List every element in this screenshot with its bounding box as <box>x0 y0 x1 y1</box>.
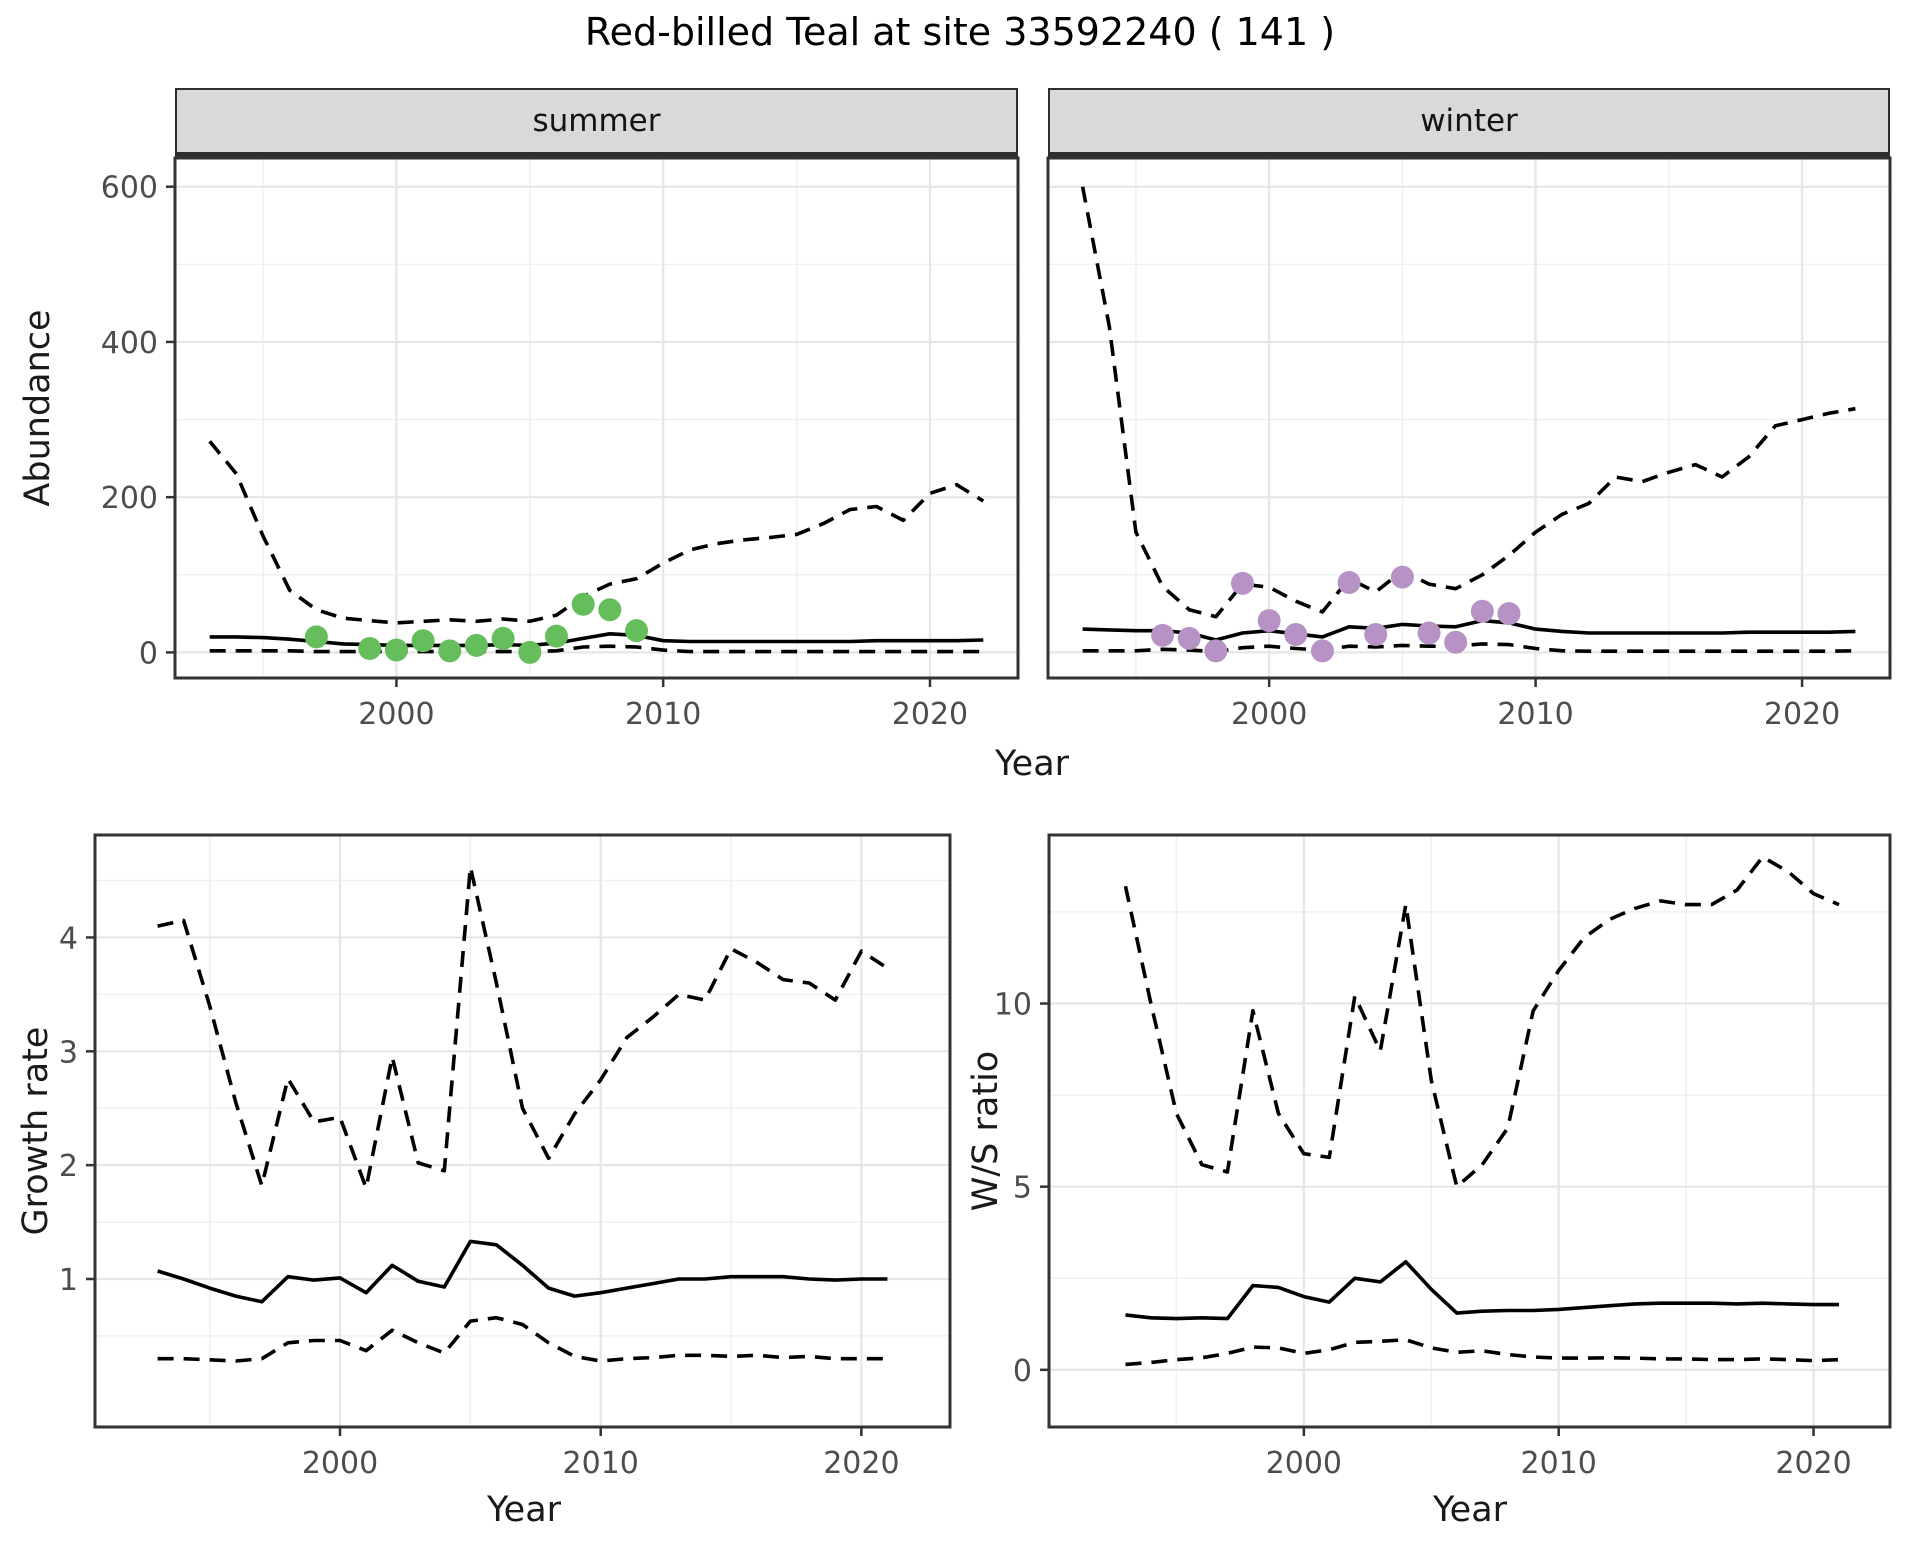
x-tick-label: 2020 <box>892 697 968 732</box>
abundance_summer-data-point <box>304 625 328 649</box>
abundance_summer-data-point <box>438 639 462 663</box>
facet-strip-winter: winter <box>1048 88 1890 158</box>
x-axis-title-year-top: Year <box>994 744 1070 784</box>
figure-title: Red-billed Teal at site 33592240 ( 141 ) <box>584 10 1336 54</box>
y-axis-title-ws-ratio: W/S ratio <box>966 1050 1006 1212</box>
abundance_summer-data-point <box>464 633 488 657</box>
x-tick-label: 2000 <box>358 697 434 732</box>
x-tick-label: 2010 <box>625 697 701 732</box>
panel-border <box>173 156 1020 680</box>
panel-background <box>1048 158 1890 678</box>
x-tick-label: 2010 <box>1497 697 1573 732</box>
x-tick-label: 2020 <box>1764 697 1840 732</box>
y-tick-label: 0 <box>1013 1354 1032 1389</box>
abundance_winter-data-point <box>1444 630 1468 654</box>
abundance_summer-data-point <box>491 626 515 650</box>
y-tick-label: 10 <box>994 988 1032 1023</box>
y-tick-label: 4 <box>59 921 78 956</box>
abundance_winter-data-point <box>1470 599 1494 623</box>
x-tick-label: 2000 <box>1266 1446 1342 1481</box>
x-tick-label: 2000 <box>302 1446 378 1481</box>
abundance_summer-data-point <box>358 637 382 661</box>
abundance_winter-data-point <box>1231 571 1255 595</box>
abundance_summer-data-point <box>544 624 568 648</box>
abundance-winter-panel: 2000 2010 2020 <box>1046 156 1892 732</box>
abundance_winter-data-point <box>1364 623 1388 647</box>
facet-strip-summer-label: summer <box>532 103 661 139</box>
x-tick-label: 2000 <box>1231 697 1307 732</box>
y-tick-label: 200 <box>101 481 158 516</box>
abundance_summer-data-point <box>598 598 622 622</box>
abundance_winter-data-point <box>1177 626 1201 650</box>
y-tick-label: 5 <box>1013 1171 1032 1206</box>
panel-background <box>1049 835 1890 1427</box>
ws_ratio-lower-95ci-line <box>1125 1337 1840 1367</box>
panel-background <box>175 158 1018 678</box>
growth-rate-panel: 2000 2010 2020 1 2 3 4 <box>59 833 952 1481</box>
abundance_winter-data-point <box>1337 571 1361 595</box>
ws-ratio-panel: 2000 2010 2020 0 5 10 <box>994 833 1892 1481</box>
abundance_winter-median-line <box>1082 618 1856 642</box>
y-tick-label: 600 <box>101 171 158 206</box>
abundance_winter-data-point <box>1390 565 1414 589</box>
y-tick-label: 3 <box>59 1035 78 1070</box>
abundance_winter-upper-95ci-line <box>1080 186 1856 619</box>
x-tick-label: 2020 <box>823 1446 899 1481</box>
abundance_summer-data-point <box>384 638 408 662</box>
abundance_summer-upper-95ci-line <box>208 440 985 625</box>
facet-strip-summer: summer <box>175 88 1018 158</box>
y-axis-title-growth-rate: Growth rate <box>16 1026 56 1236</box>
abundance_summer-data-point <box>518 640 542 664</box>
panel-background <box>95 835 950 1427</box>
abundance_winter-data-point <box>1204 639 1228 663</box>
abundance_winter-data-point <box>1284 623 1308 647</box>
ws_ratio-median-line <box>1125 1259 1839 1321</box>
abundance_summer-median-line <box>209 631 984 648</box>
growth_rate-upper-95ci-line <box>157 865 889 1190</box>
abundance_winter-data-point <box>1497 602 1521 626</box>
x-tick-label: 2020 <box>1775 1446 1851 1481</box>
y-tick-label: 1 <box>59 1263 78 1298</box>
growth_rate-median-line <box>157 1239 888 1304</box>
abundance-summer-panel: 2000 2010 2020 0 200 400 600 <box>101 156 1020 732</box>
x-axis-title-year-bottom-right: Year <box>1432 1490 1508 1530</box>
abundance_summer-data-point <box>571 592 595 616</box>
abundance_winter-data-point <box>1151 623 1175 647</box>
abundance_summer-data-point <box>625 619 649 643</box>
y-tick-label: 2 <box>59 1149 78 1184</box>
y-tick-label: 0 <box>139 636 158 671</box>
panel-border <box>93 833 952 1429</box>
abundance_winter-data-point <box>1417 621 1441 645</box>
abundance_summer-data-point <box>411 629 435 653</box>
x-axis-title-year-bottom-left: Year <box>486 1490 562 1530</box>
y-axis-title-abundance: Abundance <box>18 309 58 507</box>
facet-strip-winter-label: winter <box>1420 103 1518 139</box>
growth_rate-lower-95ci-line <box>157 1315 888 1363</box>
x-tick-label: 2010 <box>1521 1446 1597 1481</box>
ws_ratio-upper-95ci-line <box>1123 855 1840 1189</box>
panel-border <box>1047 833 1892 1429</box>
abundance_winter-data-point <box>1310 639 1334 663</box>
y-tick-label: 400 <box>101 326 158 361</box>
x-tick-label: 2010 <box>563 1446 639 1481</box>
abundance_winter-data-point <box>1257 609 1281 633</box>
panel-border <box>1046 156 1892 680</box>
